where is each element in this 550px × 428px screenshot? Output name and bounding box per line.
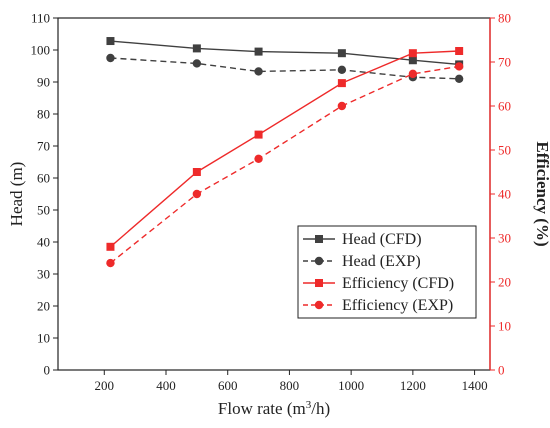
data-point-marker [254, 67, 263, 76]
y-right-tick-label: 70 [498, 55, 511, 70]
data-point-marker [408, 56, 417, 65]
y-right-tick-label: 0 [498, 363, 505, 378]
x-tick-label: 1200 [400, 378, 426, 393]
y-left-tick-label: 100 [31, 43, 51, 58]
data-point-marker [408, 69, 418, 79]
y-right-tick-label: 30 [498, 231, 511, 246]
data-point-marker [455, 47, 464, 55]
series-3 [106, 62, 464, 268]
y-left-tick-label: 40 [37, 235, 50, 250]
data-point-marker [454, 74, 464, 84]
data-point-marker [408, 49, 417, 58]
x-tick-label: 200 [95, 378, 115, 393]
y-left-tick-label: 60 [37, 171, 50, 186]
series-line [110, 50, 460, 248]
legend-marker [314, 300, 324, 310]
y-right-tick-label: 80 [498, 11, 511, 26]
y-left-tick-label: 0 [44, 363, 51, 378]
x-tick-label: 600 [218, 378, 238, 393]
legend-label: Head (EXP) [342, 253, 421, 270]
data-point-marker [337, 79, 346, 88]
data-point-marker [192, 168, 201, 176]
data-point-marker [337, 65, 347, 75]
data-point-marker [106, 37, 115, 46]
y-right-tick-label: 50 [498, 143, 511, 158]
y-right-axis-title: Efficiency (%) [533, 141, 550, 246]
legend-label: Efficiency (CFD) [342, 275, 454, 292]
y-left-tick-label: 80 [37, 107, 50, 122]
y-left-tick-label: 50 [37, 203, 50, 218]
y-left-tick-label: 10 [37, 331, 50, 346]
series-line [110, 40, 460, 66]
y-left-tick-label: 20 [37, 299, 50, 314]
series-2 [106, 47, 464, 251]
data-point-marker [254, 130, 263, 139]
legend-label: Efficiency (EXP) [342, 297, 453, 314]
y-left-tick-label: 90 [37, 75, 50, 90]
y-right-tick-label: 40 [498, 187, 511, 202]
legend: Head (CFD) Head (EXP) Efficiency (CFD) Effi… [297, 225, 477, 319]
legend-marker [315, 279, 323, 287]
data-point-marker [254, 47, 263, 56]
x-tick-label: 1000 [338, 378, 364, 393]
legend-marker [314, 256, 324, 266]
data-point-marker [106, 242, 115, 251]
y-left-tick-label: 70 [37, 139, 50, 154]
data-point-marker [106, 53, 115, 63]
data-point-marker [337, 49, 346, 58]
series-line [110, 57, 460, 80]
y-right-tick-label: 20 [498, 275, 511, 290]
y-right-tick-label: 60 [498, 99, 511, 114]
data-point-marker [454, 62, 464, 71]
data-point-marker [106, 258, 115, 268]
data-point-marker [192, 44, 201, 53]
y-left-tick-label: 110 [31, 11, 50, 26]
data-point-marker [254, 154, 263, 163]
y-right-tick-label: 10 [498, 319, 511, 334]
x-tick-label: 1400 [462, 378, 488, 393]
legend-marker [315, 235, 323, 243]
data-point-marker [192, 189, 202, 199]
x-tick-label: 400 [156, 378, 176, 393]
legend-label: Head (CFD) [342, 231, 422, 248]
data-point-marker [192, 59, 202, 68]
x-axis-title: Flow rate (m3/h) [218, 399, 330, 418]
data-point-marker [337, 101, 347, 111]
y-left-tick-label: 30 [37, 267, 50, 282]
y-left-axis-title: Head (m) [7, 162, 26, 227]
x-tick-label: 800 [280, 378, 300, 393]
legend-box [297, 225, 477, 319]
series-line [110, 65, 460, 264]
